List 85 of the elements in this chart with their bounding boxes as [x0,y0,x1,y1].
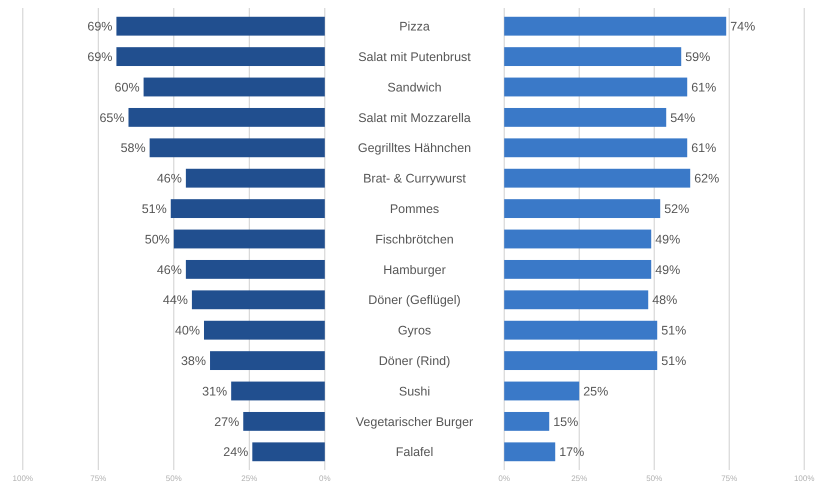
bar [204,320,325,340]
bar [174,230,325,248]
data-label: 50% [144,232,170,246]
data-label: 74% [730,20,756,34]
data-label: 44% [162,293,188,308]
y-tick-label: Döner (Geflügel) [368,293,461,308]
x-tick-label: 50% [166,474,182,483]
bar [504,412,550,431]
data-label: 59% [685,50,710,64]
bar [504,138,688,158]
bar [116,47,325,66]
x-tick-label: 100% [12,474,34,483]
y-tick-label: Hamburger [383,262,446,277]
bar [150,138,325,158]
data-label: 38% [180,354,206,368]
x-tick-label: 25% [571,474,588,483]
data-label: 49% [655,232,680,246]
y-tick-label: Fischbrötchen [375,232,454,246]
data-label: 15% [553,414,578,429]
bar [504,78,688,96]
y-tick-label: Pommes [390,202,440,216]
data-label: 46% [156,172,182,186]
bar [170,199,325,218]
data-label: 69% [87,20,112,34]
data-label: 60% [114,80,140,94]
y-tick-label: Salat mit Mozzarella [358,110,471,125]
data-label: 61% [691,80,716,94]
y-tick-label: Vegetarischer Burger [356,414,474,429]
y-tick-label: Falafel [396,445,434,460]
bar [210,351,325,370]
bar [504,230,652,248]
bar [504,260,652,279]
data-label: 24% [223,445,248,460]
x-tick-label: 75% [90,474,106,483]
bar [504,320,658,340]
y-tick-label: Döner (Rind) [378,354,450,368]
data-label: 17% [559,445,584,460]
y-tick-label: Brat- & Currywurst [363,172,466,186]
y-tick-label: Pizza [399,20,430,34]
bar [504,16,726,36]
data-label: 51% [661,354,686,368]
bar [504,47,682,66]
data-label: 54% [670,110,696,125]
bar [192,290,325,310]
y-tick-label: Gegrilltes Hähnchen [358,141,472,156]
bar [116,16,325,36]
data-label: 69% [87,50,112,64]
data-label: 61% [691,141,716,156]
x-tick-label: 25% [241,474,258,483]
x-tick-label: 100% [794,474,814,483]
bar [504,382,580,400]
bar [504,442,556,462]
data-label: 31% [202,384,228,398]
y-tick-label: Gyros [398,324,432,338]
data-label: 58% [120,141,146,156]
data-label: 62% [694,172,720,186]
data-label: 51% [661,324,686,338]
y-tick-label: Sandwich [387,80,442,94]
data-label: 27% [214,414,240,429]
data-label: 52% [664,202,690,216]
data-label: 65% [99,110,124,125]
bar [504,108,666,127]
y-tick-label: Sushi [398,384,430,398]
x-tick-label: 0% [319,474,331,483]
bar [243,412,325,431]
bar [128,108,325,127]
y-tick-label: Salat mit Putenbrust [358,50,472,64]
data-label: 40% [174,324,200,338]
bar [144,78,325,96]
bar [186,260,325,279]
bar [504,168,690,188]
data-label: 46% [156,262,182,277]
x-tick-label: 75% [721,474,738,483]
data-label: 48% [652,293,678,308]
bar [252,442,325,462]
bar [231,382,325,400]
data-label: 49% [655,262,680,277]
bar [504,351,658,370]
bar [186,168,325,188]
x-tick-label: 0% [498,474,510,483]
x-tick-label: 50% [646,474,662,483]
bar [504,290,648,310]
bar [504,199,660,218]
data-label: 25% [583,384,608,398]
data-label: 51% [142,202,167,216]
